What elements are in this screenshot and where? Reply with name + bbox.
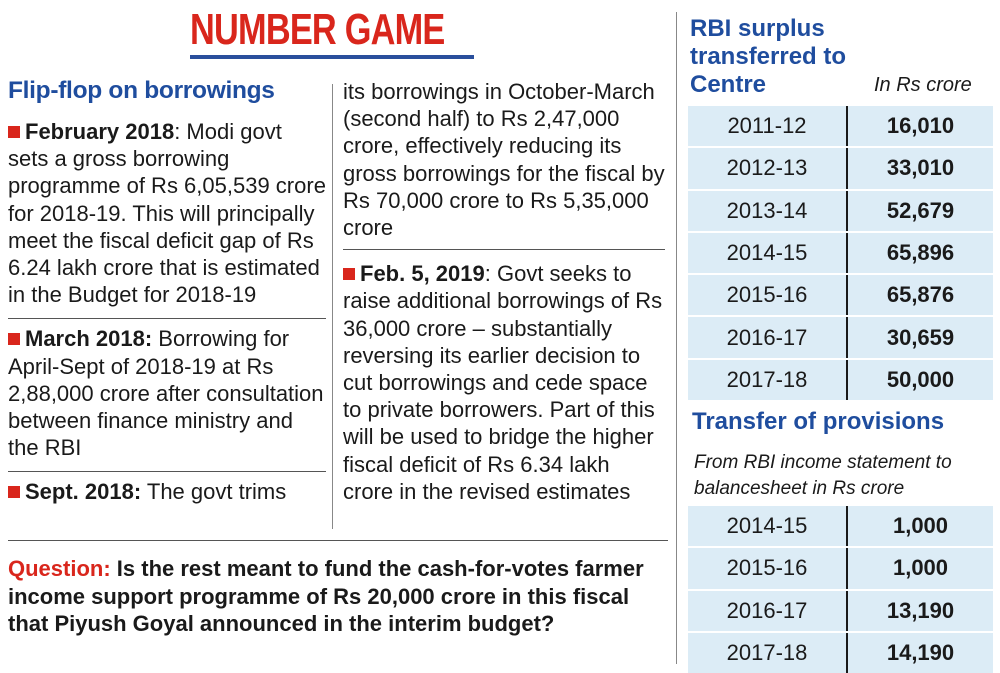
cell-separator bbox=[846, 632, 848, 673]
entry-text: : Modi govt sets a gross borrowing progr… bbox=[8, 119, 326, 308]
table-row: 2014-15 65,896 bbox=[688, 230, 993, 274]
year-cell: 2017-18 bbox=[726, 640, 808, 666]
entry-date: February 2018 bbox=[25, 119, 175, 144]
cell-separator bbox=[846, 590, 848, 631]
year-cell: 2011-12 bbox=[727, 113, 807, 139]
cell-separator bbox=[846, 317, 848, 358]
value-cell: 16,010 bbox=[886, 113, 955, 139]
value-cell: 65,876 bbox=[886, 282, 955, 308]
value-cell: 52,679 bbox=[886, 197, 955, 223]
value-cell: 14,190 bbox=[886, 640, 955, 666]
year-cell: 2013-14 bbox=[726, 197, 808, 223]
value-cell: 1,000 bbox=[892, 513, 949, 539]
entry-text-continued: its borrowings in October-March (second … bbox=[343, 79, 665, 241]
divider bbox=[343, 249, 665, 251]
table-row: 2012-13 33,010 bbox=[688, 146, 993, 189]
value-cell: 1,000 bbox=[892, 555, 949, 581]
timeline-entry: Sept. 2018: The govt trims bbox=[8, 478, 326, 505]
table-row: 2015-16 65,876 bbox=[688, 273, 993, 316]
red-square-bullet-icon bbox=[8, 126, 20, 138]
entry-text: : Govt seeks to raise additional borrowi… bbox=[343, 261, 663, 504]
provisions-table: 2014-15 1,000 2015-16 1,000 2016-17 13,190 … bbox=[688, 506, 993, 673]
rbi-surplus-table: 2011-12 16,010 2012-13 33,010 2013-14 52,67… bbox=[688, 106, 993, 401]
cell-separator bbox=[846, 190, 848, 231]
timeline-entry: February 2018: Modi govt sets a gross bo… bbox=[8, 118, 326, 308]
entry-date: March 2018: bbox=[25, 326, 153, 352]
red-square-bullet-icon bbox=[343, 268, 355, 281]
entry-text: The govt trims bbox=[141, 479, 287, 505]
cell-separator bbox=[846, 359, 848, 401]
table-row: 2016-17 30,659 bbox=[688, 315, 993, 358]
divider bbox=[8, 471, 326, 473]
section-heading-borrowings: Flip-flop on borrowings bbox=[8, 77, 275, 104]
red-square-bullet-icon bbox=[8, 486, 20, 499]
year-cell: 2014-15 bbox=[726, 240, 808, 266]
value-cell: 50,000 bbox=[886, 366, 955, 392]
year-cell: 2016-17 bbox=[726, 597, 808, 623]
value-cell: 33,010 bbox=[886, 155, 955, 181]
divider bbox=[8, 540, 668, 541]
year-cell: 2014-15 bbox=[726, 513, 808, 539]
year-cell: 2016-17 bbox=[726, 324, 808, 350]
year-cell: 2012-13 bbox=[726, 155, 808, 181]
year-cell: 2017-18 bbox=[726, 366, 808, 392]
timeline-entry: Feb. 5, 2019: Govt seeks to raise additi… bbox=[343, 260, 665, 505]
entry-date: Feb. 5, 2019 bbox=[360, 261, 485, 287]
left-column: February 2018: Modi govt sets a gross bo… bbox=[8, 118, 326, 506]
table-row: 2016-17 13,190 bbox=[688, 588, 993, 631]
question-block: Question: Is the rest meant to fund the … bbox=[8, 555, 668, 638]
red-square-bullet-icon bbox=[8, 333, 20, 346]
question-label: Question: bbox=[8, 556, 111, 581]
cell-separator bbox=[846, 548, 848, 589]
question-text: Is the rest meant to fund the cash-for-v… bbox=[8, 556, 644, 636]
title-underline bbox=[190, 55, 474, 59]
table-row: 2014-15 1,000 bbox=[688, 506, 993, 547]
table-row: 2017-18 14,190 bbox=[688, 630, 993, 673]
provisions-unit: From RBI income statement to balanceshee… bbox=[694, 452, 952, 499]
entry-date: Sept. 2018: bbox=[25, 479, 142, 505]
rbi-surplus-heading: RBI surplus transferred to Centre bbox=[690, 15, 847, 98]
value-cell: 30,659 bbox=[886, 324, 955, 350]
provisions-heading: Transfer of provisions bbox=[692, 408, 945, 435]
table-row: 2017-18 50,000 bbox=[688, 357, 993, 401]
cell-separator bbox=[846, 275, 848, 316]
rbi-surplus-unit: In Rs crore bbox=[874, 74, 972, 96]
cell-separator bbox=[846, 232, 848, 274]
entry-text: Borrowing for April-Sept of 2018-19 at R… bbox=[8, 326, 324, 461]
table-row: 2015-16 1,000 bbox=[688, 546, 993, 589]
cell-separator bbox=[846, 506, 848, 547]
middle-column: its borrowings in October-March (second … bbox=[343, 78, 665, 505]
table-row: 2011-12 16,010 bbox=[688, 106, 993, 147]
table-row: 2013-14 52,679 bbox=[688, 188, 993, 231]
page-title: NUMBER GAME bbox=[190, 5, 445, 54]
year-cell: 2015-16 bbox=[726, 555, 808, 581]
value-cell: 13,190 bbox=[886, 597, 955, 623]
year-cell: 2015-16 bbox=[726, 282, 808, 308]
cell-separator bbox=[846, 106, 848, 147]
divider bbox=[8, 318, 326, 320]
column-divider bbox=[332, 84, 333, 529]
timeline-entry: March 2018: Borrowing for April-Sept of … bbox=[8, 325, 326, 461]
column-divider bbox=[676, 12, 677, 664]
cell-separator bbox=[846, 148, 848, 189]
value-cell: 65,896 bbox=[886, 240, 955, 266]
